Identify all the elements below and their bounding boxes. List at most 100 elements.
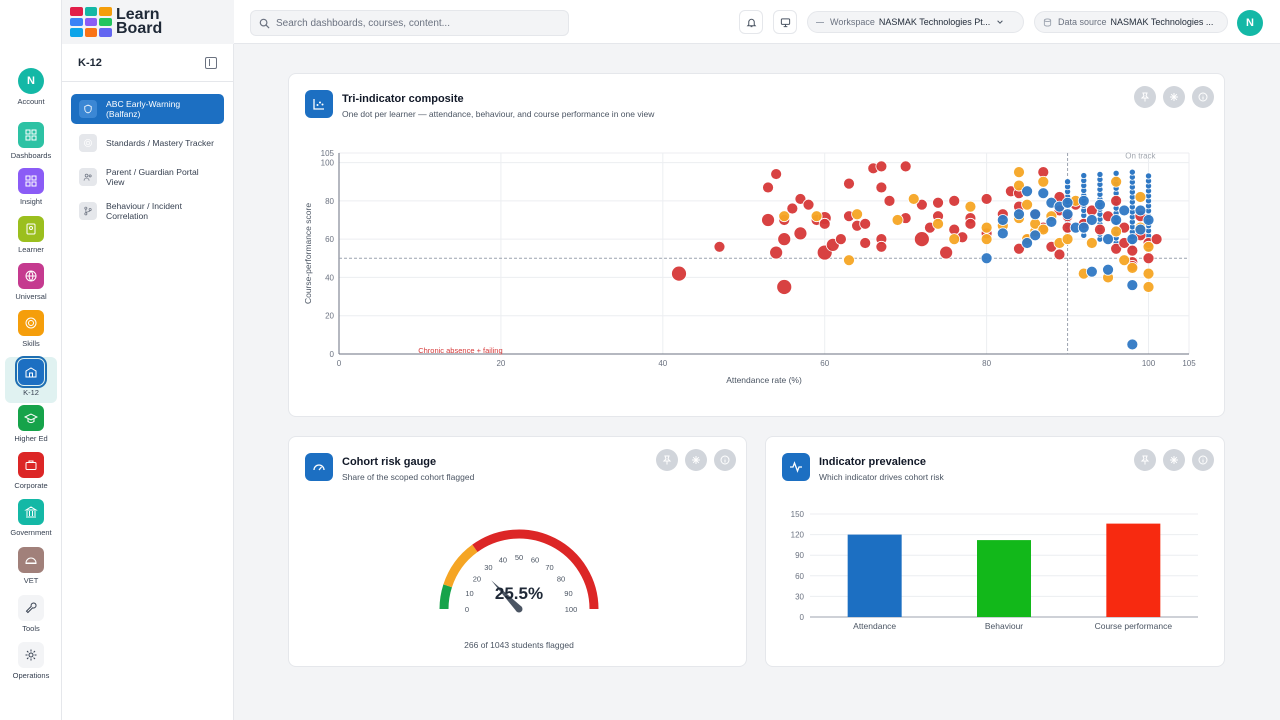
- learner-point[interactable]: [964, 217, 977, 230]
- info-button[interactable]: [1192, 449, 1214, 471]
- sidebar-item-3[interactable]: Parent / Guardian Portal View: [71, 162, 224, 192]
- learner-point[interactable]: [1013, 208, 1025, 221]
- learner-point[interactable]: [1013, 179, 1025, 192]
- learner-point[interactable]: [1134, 223, 1147, 236]
- learner-point[interactable]: [1021, 185, 1033, 198]
- learner-point[interactable]: [818, 217, 831, 230]
- learner-point[interactable]: [1150, 233, 1163, 246]
- learner-point[interactable]: [859, 237, 872, 249]
- learner-point[interactable]: [761, 213, 775, 227]
- learner-point[interactable]: [1118, 204, 1131, 217]
- learner-point[interactable]: [1061, 208, 1074, 221]
- learner-point[interactable]: [980, 221, 993, 234]
- learner-point[interactable]: [1134, 191, 1147, 203]
- learner-point[interactable]: [851, 208, 863, 221]
- search-box[interactable]: [250, 10, 569, 36]
- rail-item-corporate[interactable]: Corporate: [5, 452, 57, 496]
- learner-point[interactable]: [932, 196, 944, 209]
- learner-point[interactable]: [1110, 175, 1123, 188]
- search-input[interactable]: [276, 17, 556, 29]
- learner-point[interactable]: [1142, 214, 1155, 226]
- sidebar-item-2[interactable]: Standards / Mastery Tracker: [71, 128, 224, 158]
- learner-point[interactable]: [1126, 233, 1139, 246]
- user-avatar[interactable]: N: [1237, 10, 1263, 36]
- bar-behaviour[interactable]: [977, 540, 1031, 617]
- learner-point[interactable]: [1021, 198, 1033, 211]
- learner-point[interactable]: [810, 210, 823, 223]
- bar-course-performance[interactable]: [1106, 523, 1161, 617]
- learner-point[interactable]: [875, 181, 888, 194]
- pin-button[interactable]: [1134, 86, 1156, 108]
- learner-point[interactable]: [1061, 233, 1074, 246]
- learner-point[interactable]: [1021, 237, 1033, 249]
- learner-point[interactable]: [1126, 261, 1139, 274]
- learner-point[interactable]: [1134, 204, 1147, 217]
- learner-point[interactable]: [1085, 265, 1098, 278]
- rail-item-skills[interactable]: Skills: [5, 310, 57, 354]
- learner-point[interactable]: [1085, 214, 1098, 226]
- learner-point[interactable]: [932, 217, 944, 230]
- learner-point[interactable]: [1013, 166, 1025, 179]
- learner-point[interactable]: [1037, 175, 1050, 188]
- learner-point[interactable]: [1142, 240, 1155, 253]
- learner-point[interactable]: [1094, 223, 1106, 236]
- sidebar-item-4[interactable]: Behaviour / Incident Correlation: [71, 196, 224, 226]
- learner-point[interactable]: [793, 226, 808, 241]
- display-button[interactable]: [773, 10, 797, 34]
- data-source-selector[interactable]: Data source NASMAK Technologies ...: [1034, 11, 1228, 33]
- learner-point[interactable]: [1094, 198, 1106, 211]
- learner-point[interactable]: [802, 198, 815, 211]
- pin-button[interactable]: [1134, 449, 1156, 471]
- learner-point[interactable]: [1145, 172, 1153, 180]
- rail-item-dashboards[interactable]: Dashboards: [5, 122, 57, 166]
- learner-point[interactable]: [1110, 225, 1123, 238]
- learner-point[interactable]: [875, 240, 888, 253]
- rail-item-account[interactable]: N Account: [5, 68, 57, 112]
- collapse-sidebar-icon[interactable]: [205, 56, 217, 69]
- rail-item-higher-ed[interactable]: Higher Ed: [5, 405, 57, 449]
- ai-insight-button[interactable]: [685, 449, 707, 471]
- learner-point[interactable]: [1085, 237, 1098, 249]
- learner-point[interactable]: [776, 279, 793, 295]
- rail-item-universal[interactable]: Universal: [5, 263, 57, 307]
- learner-point[interactable]: [1096, 170, 1104, 178]
- learner-point[interactable]: [778, 210, 791, 223]
- workspace-selector[interactable]: Workspace NASMAK Technologies Pt...: [807, 11, 1024, 33]
- learner-point[interactable]: [1112, 169, 1120, 177]
- learner-point[interactable]: [762, 181, 774, 194]
- learner-point[interactable]: [939, 245, 954, 260]
- learner-point[interactable]: [671, 265, 687, 282]
- learner-point[interactable]: [1037, 187, 1050, 200]
- rail-item-government[interactable]: Government: [5, 499, 57, 543]
- pin-button[interactable]: [656, 449, 678, 471]
- learner-point[interactable]: [1061, 196, 1074, 209]
- learner-point[interactable]: [769, 245, 784, 260]
- ai-insight-button[interactable]: [1163, 86, 1185, 108]
- learner-point[interactable]: [948, 194, 961, 207]
- learner-point[interactable]: [1110, 214, 1123, 226]
- learner-point[interactable]: [1045, 216, 1058, 228]
- learner-point[interactable]: [1064, 178, 1072, 186]
- rail-item-learner[interactable]: Learner: [5, 216, 57, 260]
- learner-point[interactable]: [1126, 279, 1139, 291]
- learner-point[interactable]: [964, 200, 977, 213]
- learner-point[interactable]: [891, 214, 904, 226]
- learner-point[interactable]: [1110, 242, 1123, 255]
- rail-item-operations[interactable]: Operations: [5, 642, 57, 686]
- learner-point[interactable]: [907, 193, 920, 205]
- rail-item-k-12[interactable]: K-12: [5, 356, 57, 403]
- learner-point[interactable]: [859, 217, 872, 230]
- learner-point[interactable]: [1142, 281, 1155, 293]
- learner-point[interactable]: [1142, 252, 1155, 265]
- learner-point[interactable]: [1037, 223, 1050, 236]
- learner-point[interactable]: [883, 194, 896, 207]
- ai-insight-button[interactable]: [1163, 449, 1185, 471]
- learner-point[interactable]: [843, 177, 855, 190]
- learner-point[interactable]: [899, 160, 912, 173]
- rail-item-insight[interactable]: Insight: [5, 168, 57, 212]
- learner-point[interactable]: [1110, 194, 1123, 207]
- info-button[interactable]: [1192, 86, 1214, 108]
- learner-point[interactable]: [996, 214, 1009, 226]
- learner-point[interactable]: [843, 254, 855, 267]
- learner-point[interactable]: [1013, 242, 1025, 255]
